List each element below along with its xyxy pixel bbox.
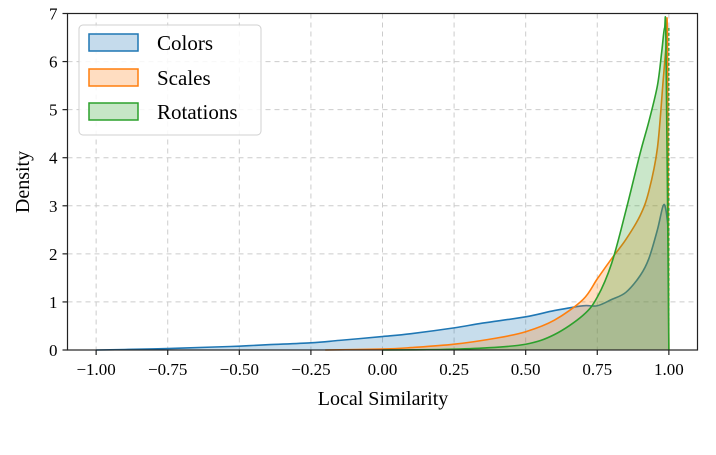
y-tick-label: 7 (49, 5, 58, 24)
legend-swatch-scales (88, 68, 139, 87)
y-tick-label: 1 (49, 293, 58, 312)
x-axis-title: Local Similarity (318, 388, 449, 410)
line-colors (96, 203, 670, 351)
legend-item-scales: Scales (88, 66, 211, 90)
legend-label-colors: Colors (157, 31, 213, 55)
legend-swatch-rotations (88, 102, 139, 121)
y-axis-title: Density (12, 151, 34, 213)
area-scales (325, 17, 669, 351)
legend-item-rotations: Rotations (88, 100, 238, 124)
x-tick-label: −0.75 (148, 360, 187, 379)
y-tick-label: 3 (49, 197, 58, 216)
x-tick-label: 0.25 (439, 360, 469, 379)
y-tick-label: 0 (49, 341, 58, 360)
y-axis-ticks: 0 1 2 3 4 5 6 7 (49, 5, 68, 360)
x-tick-label: 0.50 (511, 360, 541, 379)
x-tick-label: −0.25 (291, 360, 330, 379)
x-axis-ticks: −1.00 −0.75 −0.50 −0.25 0.00 0.25 0.50 0.75 1.00 (76, 350, 684, 379)
x-tick-label: 0.00 (368, 360, 398, 379)
x-tick-label: −1.00 (76, 360, 115, 379)
y-tick-label: 6 (49, 53, 58, 72)
x-tick-label: 0.75 (582, 360, 612, 379)
y-tick-label: 2 (49, 245, 58, 264)
legend-item-colors: Colors (88, 31, 213, 55)
density-areas (96, 16, 670, 351)
legend-label-rotations: Rotations (157, 100, 238, 124)
x-tick-label: −0.50 (220, 360, 259, 379)
line-rotations (382, 16, 670, 351)
y-tick-label: 5 (49, 101, 58, 120)
legend-swatch-colors (88, 33, 139, 52)
y-tick-label: 4 (49, 149, 58, 168)
area-colors (96, 204, 669, 350)
area-rotations (382, 16, 669, 351)
x-tick-label: 1.00 (654, 360, 684, 379)
legend-label-scales: Scales (157, 66, 211, 90)
legend: Colors Scales Rotations (78, 24, 262, 136)
